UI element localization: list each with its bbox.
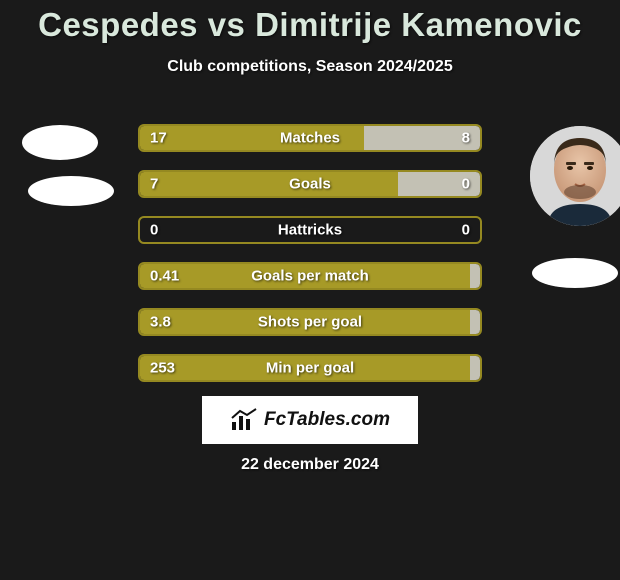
stat-row: 3.8 Shots per goal [138,308,482,336]
bar-label: Goals per match [251,268,369,285]
avatar-photo-icon [530,126,620,226]
bar-right-value: 0 [462,222,470,239]
infographic: Cespedes vs Dimitrije Kamenovic Club com… [0,0,620,580]
bar-right-value: 0 [462,176,470,193]
logo-box: FcTables.com [202,396,418,444]
subtitle: Club competitions, Season 2024/2025 [0,58,620,76]
stat-row: 17 8 Matches [138,124,482,152]
bar-label: Goals [289,176,331,193]
bar-left-fill [140,172,398,196]
date: 22 december 2024 [241,456,379,474]
bar-left-value: 253 [150,360,175,377]
stat-row: 0 0 Hattricks [138,216,482,244]
logo-icon [230,408,258,432]
bar-label: Min per goal [266,360,354,377]
page-title: Cespedes vs Dimitrije Kamenovic [0,6,620,44]
bar-left-value: 17 [150,130,167,147]
bar-left-value: 0.41 [150,268,179,285]
bar-label: Shots per goal [258,314,362,331]
stat-bars: 17 8 Matches 7 0 Goals 0 0 Hattricks 0.41 Goals pe… [138,124,482,400]
bar-left-value: 7 [150,176,158,193]
avatar-left-ellipse [22,125,98,160]
bar-right-value: 8 [462,130,470,147]
bar-label: Hattricks [278,222,342,239]
flag-left [28,176,114,206]
stat-row: 253 Min per goal [138,354,482,382]
bar-right-fill [470,310,480,334]
bar-left-value: 3.8 [150,314,171,331]
flag-right [532,258,618,288]
bar-left-value: 0 [150,222,158,239]
logo-text: FcTables.com [264,409,390,431]
stat-row: 7 0 Goals [138,170,482,198]
bar-label: Matches [280,130,340,147]
avatar-right [530,126,620,226]
bar-right-fill [470,356,480,380]
stat-row: 0.41 Goals per match [138,262,482,290]
bar-right-fill [470,264,480,288]
